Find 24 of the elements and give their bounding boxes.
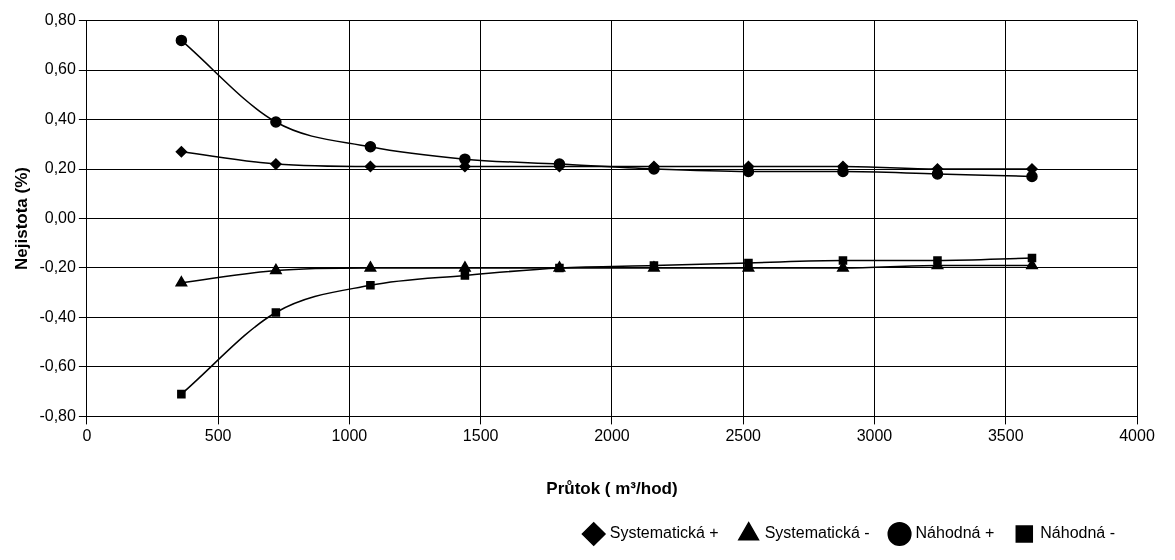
x-tick-label: 500 (204, 427, 232, 445)
x-tick-label: 3000 (856, 427, 893, 445)
y-tick-label: 0,80 (44, 11, 76, 29)
x-tick-label: 3500 (987, 427, 1024, 445)
x-tick-label: 0 (82, 427, 92, 445)
y-tick-label: 0,20 (44, 159, 76, 177)
x-tick-label: 2500 (725, 427, 762, 445)
y-tick-label: 0,60 (44, 60, 76, 78)
x-axis-title: Průtok ( m³/hod) (546, 479, 678, 499)
y-tick-label: -0,80 (39, 406, 76, 424)
y-tick-label: 0,00 (44, 208, 76, 226)
x-tick-label: 2000 (594, 427, 630, 445)
y-axis-title: Nejistota (%) (11, 167, 31, 270)
y-tick-label: -0,20 (39, 258, 76, 276)
legend-label: Náhodná - (1040, 524, 1115, 542)
x-tick-label: 4000 (1119, 427, 1155, 445)
y-tick-label: 0,40 (44, 109, 76, 127)
x-tick-label: 1000 (331, 427, 368, 445)
y-tick-label: -0,60 (39, 357, 76, 375)
legend-label: Systematická + (609, 524, 719, 542)
legend-label: Systematická - (764, 524, 870, 542)
x-tick-label: 1500 (462, 427, 499, 445)
y-tick-label: -0,40 (39, 307, 76, 325)
legend-label: Náhodná + (915, 524, 995, 542)
